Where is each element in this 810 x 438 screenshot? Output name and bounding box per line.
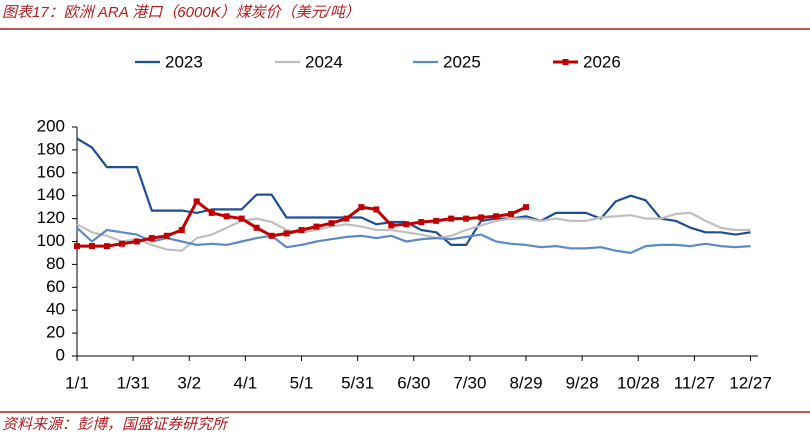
series-marker [253,224,260,231]
series-marker [118,240,125,247]
series-marker [493,213,500,220]
source-note: 资料来源：彭博，国盛证券研究所 [2,416,229,433]
x-tick-label: 5/31 [341,373,374,392]
series-line [76,211,751,252]
series-marker [193,198,200,205]
series-marker [508,211,515,218]
series-line [77,199,527,248]
legend-label: 2023 [165,52,203,71]
y-tick-label: 200 [37,116,65,135]
y-tick-label: 0 [56,345,65,364]
series-marker [403,221,410,228]
y-tick-label: 100 [37,231,65,250]
series-marker [373,206,380,213]
series-marker [313,223,320,230]
x-tick-label: 1/31 [117,373,150,392]
chart-title: 图表17：欧洲 ARA 港口（6000K）煤炭价（美元/吨） [2,4,360,21]
x-tick-label: 3/2 [177,373,201,392]
series-marker [418,219,425,226]
series-marker [133,238,140,245]
series-marker [223,213,230,220]
y-tick-label: 140 [37,185,65,204]
y-tick-label: 160 [37,162,65,181]
x-tick-label: 7/30 [453,373,486,392]
series-marker [163,232,170,239]
x-tick-label: 11/27 [674,373,715,392]
x-tick-label: 6/30 [397,373,430,392]
legend-label: 2025 [443,52,481,71]
y-tick-label: 180 [37,139,65,158]
series-marker [478,214,485,221]
series-marker [268,232,275,239]
x-tick-label: 9/28 [566,373,599,392]
series-marker [388,222,395,229]
legend-marker [562,59,569,65]
x-tick-label: 4/1 [234,373,258,392]
series-marker [283,230,290,237]
series-marker [74,243,80,250]
x-tick-label: 10/28 [617,373,660,392]
y-tick-label: 120 [37,208,65,227]
series-marker [103,243,110,250]
series-marker [298,227,305,234]
series-marker [463,215,470,222]
series-marker [328,220,335,227]
legend-label: 2026 [583,52,621,71]
x-tick-label: 8/29 [509,373,542,392]
series-line [76,137,751,246]
series-marker [208,209,215,216]
series-marker [448,215,455,222]
x-tick-label: 5/1 [290,373,314,392]
series-marker [148,235,155,242]
y-tick-label: 40 [46,300,65,319]
series-marker [178,227,185,234]
y-tick-label: 60 [46,277,65,296]
series-marker [238,215,245,222]
x-tick-label: 12/27 [729,373,772,392]
series-line [76,226,751,254]
series-marker [523,204,530,211]
series-marker [343,215,350,222]
series-marker [358,204,365,211]
y-tick-label: 80 [46,254,65,273]
x-tick-label: 1/1 [65,373,89,392]
series-marker [88,243,95,250]
legend-label: 2024 [305,52,343,71]
series-marker [433,217,440,224]
y-tick-label: 20 [46,323,65,342]
